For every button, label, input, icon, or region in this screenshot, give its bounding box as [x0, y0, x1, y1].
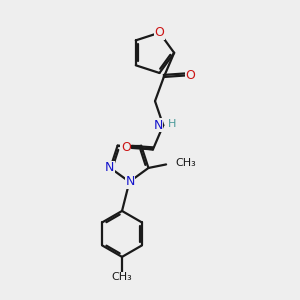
Text: O: O — [154, 26, 164, 39]
Text: H: H — [168, 119, 176, 129]
Text: N: N — [153, 119, 163, 132]
Text: N: N — [125, 175, 135, 188]
Text: O: O — [185, 69, 195, 82]
Text: O: O — [121, 141, 131, 154]
Text: CH₃: CH₃ — [112, 272, 132, 283]
Text: N: N — [105, 161, 114, 175]
Text: CH₃: CH₃ — [175, 158, 196, 168]
